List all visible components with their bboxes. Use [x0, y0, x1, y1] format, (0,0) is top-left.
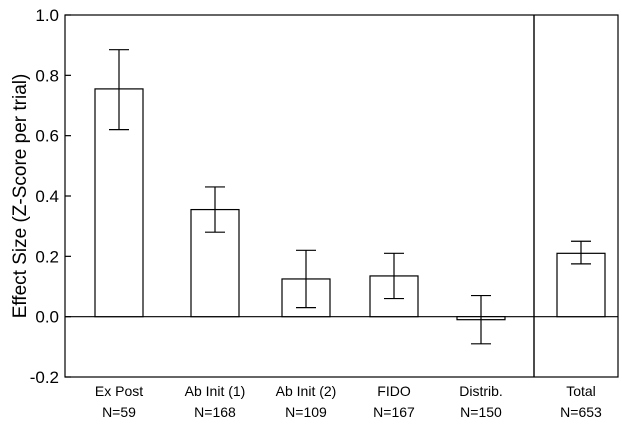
category-n-label: N=109: [285, 404, 327, 420]
y-tick-label: 0.0: [35, 308, 59, 327]
category-n-label: N=59: [102, 404, 136, 420]
y-tick-label: 0.6: [35, 127, 59, 146]
category-n-label: N=167: [373, 404, 415, 420]
category-label: FIDO: [377, 383, 411, 399]
category-label: Ab Init (2): [276, 383, 337, 399]
y-axis-ticks: -0.2 0.0 0.2 0.4 0.6 0.8 1.0: [30, 6, 71, 387]
bars: [94, 49, 606, 345]
y-axis-title: Effect Size (Z-Score per trial): [10, 74, 31, 319]
x-axis-labels: Ex Post N=59 Ab Init (1) N=168 Ab Init (2) N=…: [95, 383, 602, 420]
y-tick-label: 1.0: [35, 6, 59, 25]
y-tick-label: 0.4: [35, 187, 59, 206]
y-tick-label: -0.2: [30, 368, 59, 387]
category-n-label: N=653: [560, 404, 602, 420]
category-label: Ex Post: [95, 383, 143, 399]
y-tick-label: 0.8: [35, 66, 59, 85]
category-label: Distrib.: [459, 383, 503, 399]
category-n-label: N=150: [460, 404, 502, 420]
category-n-label: N=168: [194, 404, 236, 420]
category-label: Ab Init (1): [185, 383, 246, 399]
category-label: Total: [566, 383, 596, 399]
y-tick-label: 0.2: [35, 247, 59, 266]
